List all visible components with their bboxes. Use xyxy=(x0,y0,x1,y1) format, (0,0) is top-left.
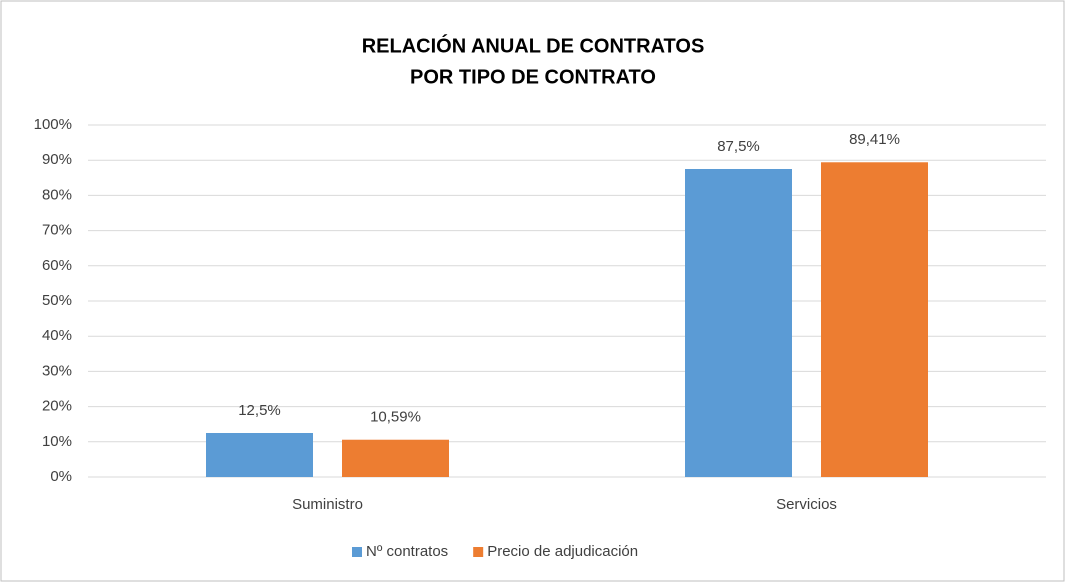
y-tick-label: 30% xyxy=(42,362,72,379)
y-tick-label: 90% xyxy=(42,151,72,168)
y-tick-label: 40% xyxy=(42,327,72,344)
bar xyxy=(206,433,313,477)
chart-title: POR TIPO DE CONTRATO xyxy=(410,66,656,88)
x-tick-label: Servicios xyxy=(776,496,837,513)
value-label: 89,41% xyxy=(849,131,900,148)
chart-title: RELACIÓN ANUAL DE CONTRATOS xyxy=(362,33,705,57)
value-label: 12,5% xyxy=(238,402,281,419)
legend-label: Nº contratos xyxy=(366,543,448,560)
y-tick-label: 20% xyxy=(42,398,72,415)
bar xyxy=(342,439,449,477)
value-label: 87,5% xyxy=(717,138,760,155)
bar xyxy=(685,169,792,477)
y-tick-label: 10% xyxy=(42,433,72,450)
y-tick-label: 100% xyxy=(34,116,72,133)
y-tick-label: 80% xyxy=(42,186,72,203)
y-tick-label: 60% xyxy=(42,257,72,274)
legend-swatch xyxy=(352,547,362,557)
y-tick-label: 50% xyxy=(42,292,72,309)
x-tick-label: Suministro xyxy=(292,496,363,513)
y-tick-label: 70% xyxy=(42,222,72,239)
y-tick-label: 0% xyxy=(50,468,72,485)
value-label: 10,59% xyxy=(370,409,421,426)
bar xyxy=(821,162,928,477)
legend-label: Precio de adjudicación xyxy=(487,543,638,560)
legend-swatch xyxy=(473,547,484,557)
